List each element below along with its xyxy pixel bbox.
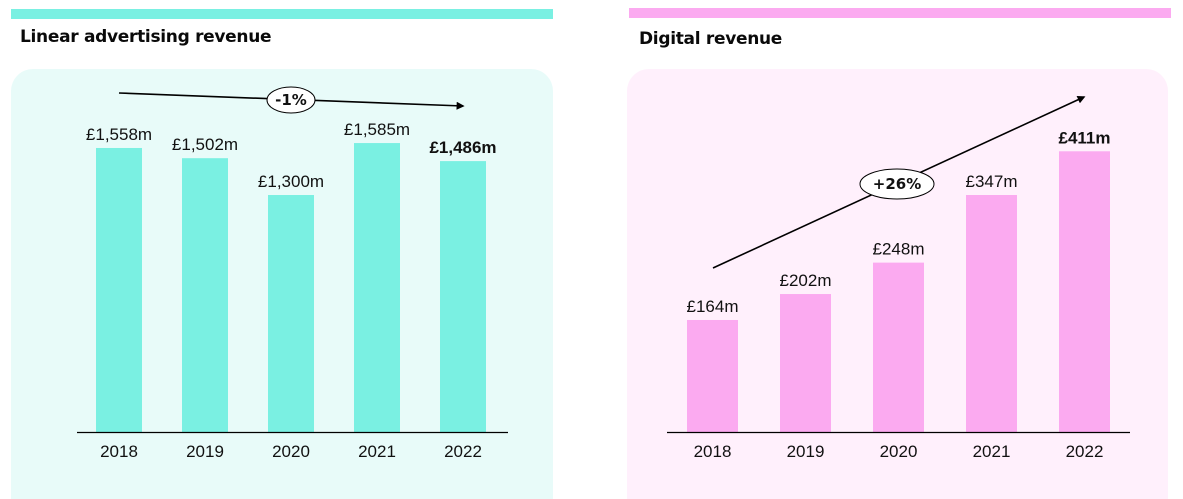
linear-accent-strip [11,9,553,19]
linear-value-label-2020: £1,300m [258,172,324,191]
linear-x-tick-2018: 2018 [100,442,138,461]
digital-x-tick-2019: 2019 [787,442,825,461]
linear-bar-2019 [182,158,228,432]
digital-x-tick-2021: 2021 [973,442,1011,461]
digital-trend-label: +26% [873,175,921,193]
linear-value-label-2018: £1,558m [86,125,152,144]
linear-x-tick-2019: 2019 [186,442,224,461]
digital-value-label-2020: £248m [873,240,925,259]
digital-x-tick-2020: 2020 [880,442,918,461]
digital-x-tick-2022: 2022 [1066,442,1104,461]
digital-bar-2021 [966,194,1017,432]
digital-accent-strip [629,8,1171,18]
linear-x-tick-2022: 2022 [444,442,482,461]
linear-bar-2018 [96,147,142,432]
digital-value-label-2021: £347m [966,172,1018,191]
linear-chart-title: Linear advertising revenue [20,27,272,47]
digital-bar-2020 [873,262,924,432]
linear-value-label-2021: £1,585m [344,120,410,139]
linear-value-label-2019: £1,502m [172,135,238,154]
linear-bar-2020 [268,195,314,432]
digital-chart-title: Digital revenue [639,29,783,49]
linear-trend-label: -1% [275,91,307,109]
digital-x-tick-2018: 2018 [694,442,732,461]
linear-bar-2021 [354,143,400,432]
digital-bar-2019 [780,294,831,432]
digital-trend-badge [859,168,935,200]
digital-value-label-2018: £164m [687,297,739,316]
linear-x-tick-2021: 2021 [358,442,396,461]
linear-value-label-2022: £1,486m [429,138,496,157]
linear-trend-badge [266,86,316,114]
digital-value-label-2022: £411m [1059,128,1111,147]
digital-bar-2022 [1059,151,1110,433]
linear-bar-2022 [440,161,486,432]
digital-value-label-2019: £202m [780,271,832,290]
linear-x-tick-2020: 2020 [272,442,310,461]
digital-bar-2018 [687,319,738,432]
